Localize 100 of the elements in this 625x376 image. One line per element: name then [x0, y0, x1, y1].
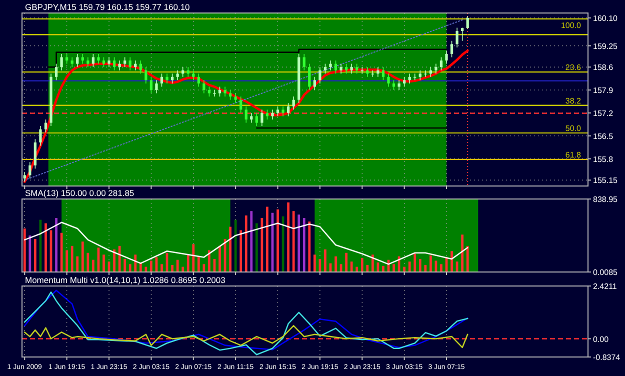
- line-series: [24, 222, 468, 265]
- bar: [408, 262, 411, 272]
- candlestick: [276, 106, 280, 117]
- candlestick: [282, 106, 284, 117]
- candlestick: [28, 162, 32, 179]
- candlestick: [387, 73, 390, 88]
- candlestick: [356, 63, 358, 74]
- candlestick: [218, 86, 222, 97]
- y-tick-label: 155.15: [593, 176, 618, 186]
- candlestick: [139, 60, 142, 74]
- candlestick: [398, 80, 400, 90]
- candlestick: [155, 80, 158, 94]
- y-tick-label: 157.2: [593, 108, 614, 118]
- candlestick: [466, 16, 469, 30]
- bar: [414, 254, 416, 272]
- bar: [424, 265, 427, 272]
- line-series: [24, 325, 468, 348]
- annotation: 50.0: [565, 124, 582, 133]
- annotation: 100.0: [560, 20, 582, 30]
- candlestick: [160, 73, 164, 88]
- bar: [202, 264, 206, 272]
- candlestick: [112, 56, 116, 71]
- candlestick: [260, 109, 264, 126]
- bar: [287, 202, 290, 272]
- bar: [244, 215, 248, 272]
- candlestick: [250, 112, 253, 124]
- candlestick: [456, 27, 458, 48]
- candlestick: [86, 56, 90, 68]
- candlestick: [334, 60, 338, 74]
- bar: [66, 250, 68, 272]
- candlestick: [308, 63, 311, 90]
- candlestick: [324, 63, 327, 74]
- bar: [298, 214, 300, 272]
- candlestick: [376, 66, 380, 78]
- bar: [308, 222, 311, 272]
- candlestick: [424, 70, 427, 78]
- candlestick: [318, 66, 322, 84]
- candlestick: [450, 40, 454, 58]
- bar: [197, 256, 200, 272]
- candlestick: [176, 70, 179, 81]
- y-tick-label: 159.25: [593, 42, 618, 51]
- bar: [218, 246, 221, 272]
- bar: [260, 218, 264, 272]
- annotation: 23.6: [565, 62, 582, 72]
- y-tick-label: 157.9: [593, 86, 614, 95]
- candlestick: [124, 56, 126, 68]
- y-tick-label: 160.10: [593, 14, 618, 23]
- candlestick: [60, 54, 63, 71]
- candlestick: [382, 66, 385, 81]
- bar: [186, 254, 190, 272]
- y-tick-label: 2.4211: [593, 282, 618, 291]
- bar: [124, 258, 126, 272]
- bar: [23, 228, 26, 272]
- candlestick: [286, 102, 290, 117]
- candlestick: [340, 63, 342, 74]
- candlestick: [244, 106, 248, 124]
- bar: [382, 266, 384, 272]
- candlestick: [434, 63, 438, 74]
- candlestick: [44, 119, 48, 133]
- bar: [360, 258, 364, 272]
- candlestick: [54, 63, 58, 81]
- y-tick-label: 0.0085: [593, 268, 618, 277]
- bar: [440, 264, 442, 272]
- bar: [350, 262, 353, 272]
- bar: [113, 249, 116, 272]
- bar: [192, 244, 195, 272]
- candlestick: [313, 76, 316, 90]
- bar: [76, 256, 79, 272]
- candlestick: [208, 86, 211, 97]
- bar: [450, 251, 453, 272]
- annotation: 61.8: [565, 150, 582, 160]
- candlestick: [118, 60, 121, 71]
- bar: [34, 238, 36, 272]
- candlestick: [150, 76, 153, 94]
- annotation: 38.2: [565, 96, 582, 106]
- candlestick: [461, 27, 464, 42]
- bar: [403, 266, 406, 272]
- bar: [429, 255, 432, 272]
- bar: [92, 260, 94, 272]
- bar: [345, 252, 348, 272]
- y-tick-label: 0.00: [593, 334, 610, 344]
- candlestick: [197, 73, 200, 88]
- bar: [276, 209, 279, 272]
- candlestick: [350, 63, 353, 74]
- bar: [240, 230, 242, 272]
- bar: [466, 246, 469, 272]
- bar: [461, 234, 464, 272]
- candlestick: [224, 86, 226, 97]
- bar: [266, 206, 268, 272]
- candlestick: [445, 50, 448, 64]
- bar: [160, 264, 163, 272]
- candlestick: [240, 96, 242, 114]
- bar: [255, 223, 258, 272]
- bar: [292, 211, 295, 272]
- candlestick: [23, 172, 26, 182]
- bar: [102, 254, 105, 272]
- candlestick: [76, 54, 79, 68]
- bar: [86, 252, 90, 272]
- candlestick: [302, 54, 306, 71]
- bar: [208, 250, 210, 272]
